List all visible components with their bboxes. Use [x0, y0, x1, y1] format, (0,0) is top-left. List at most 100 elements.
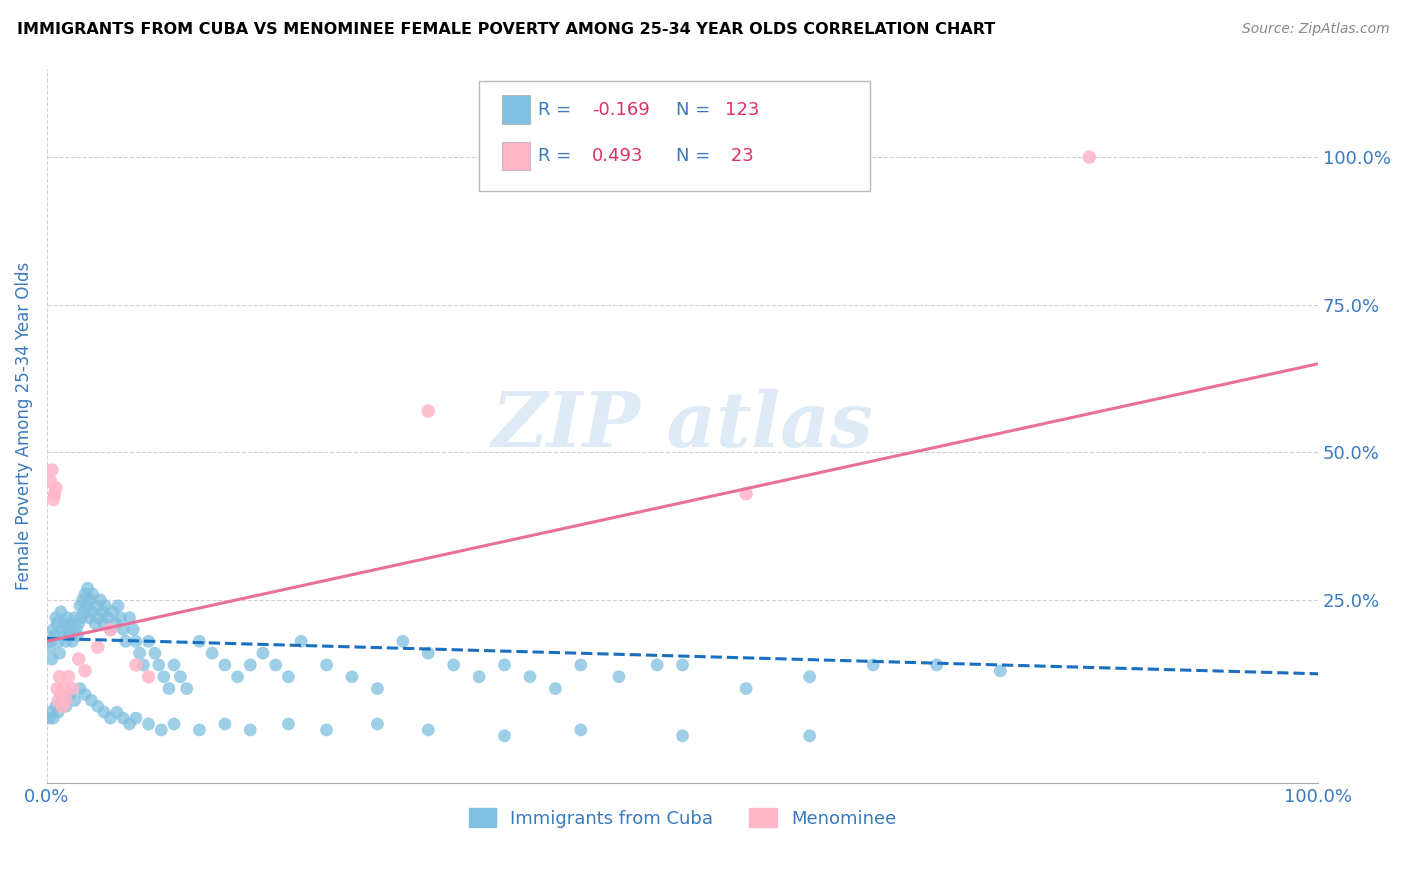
Point: [118, 717, 141, 731]
Point: [110, 610, 132, 624]
Point: [148, 657, 170, 672]
Point: [862, 657, 884, 672]
Point: [59, 688, 82, 702]
Point: [138, 634, 160, 648]
Point: [76, 581, 98, 595]
Point: [67, 652, 90, 666]
Point: [418, 646, 440, 660]
Point: [45, 610, 67, 624]
Point: [86, 599, 108, 613]
Point: [214, 717, 236, 731]
Point: [392, 634, 415, 648]
Point: [569, 723, 592, 737]
Point: [60, 634, 83, 648]
Point: [46, 681, 69, 696]
Point: [63, 610, 86, 624]
Point: [290, 634, 312, 648]
Point: [70, 610, 93, 624]
Point: [45, 699, 67, 714]
Point: [59, 628, 82, 642]
Text: N =: N =: [676, 101, 716, 119]
Point: [55, 699, 77, 714]
Point: [58, 670, 80, 684]
Point: [51, 623, 73, 637]
Point: [39, 475, 62, 489]
Point: [46, 693, 69, 707]
Point: [93, 616, 115, 631]
Point: [65, 623, 87, 637]
Point: [214, 657, 236, 672]
Point: [52, 628, 75, 642]
Point: [44, 628, 66, 642]
Point: [799, 729, 821, 743]
Point: [188, 723, 211, 737]
Point: [58, 623, 80, 637]
Point: [69, 681, 91, 696]
Point: [105, 705, 128, 719]
Point: [277, 717, 299, 731]
Text: R =: R =: [538, 101, 578, 119]
Point: [55, 634, 77, 648]
Point: [239, 657, 262, 672]
Point: [48, 646, 70, 660]
Point: [150, 723, 173, 737]
Point: [44, 486, 66, 500]
Point: [138, 670, 160, 684]
Point: [138, 717, 160, 731]
Point: [93, 705, 115, 719]
Point: [143, 646, 166, 660]
Text: Source: ZipAtlas.com: Source: ZipAtlas.com: [1241, 22, 1389, 37]
Point: [87, 699, 110, 714]
Point: [87, 610, 110, 624]
Point: [118, 610, 141, 624]
Y-axis label: Female Poverty Among 25-34 Year Olds: Female Poverty Among 25-34 Year Olds: [15, 261, 32, 590]
Point: [188, 634, 211, 648]
Point: [125, 657, 148, 672]
Point: [39, 705, 62, 719]
Point: [42, 711, 65, 725]
Point: [87, 640, 110, 655]
Point: [468, 670, 491, 684]
Point: [122, 623, 145, 637]
Point: [366, 681, 388, 696]
Point: [82, 587, 104, 601]
Point: [494, 729, 516, 743]
Point: [56, 610, 79, 624]
Point: [41, 463, 63, 477]
Point: [418, 404, 440, 418]
Point: [157, 681, 180, 696]
Point: [38, 640, 60, 655]
Point: [418, 723, 440, 737]
Point: [69, 599, 91, 613]
Text: 0.493: 0.493: [592, 147, 644, 165]
Point: [60, 681, 83, 696]
Point: [55, 693, 77, 707]
Point: [114, 634, 136, 648]
Point: [366, 717, 388, 731]
Point: [264, 657, 287, 672]
Point: [176, 681, 198, 696]
Point: [67, 616, 90, 631]
Point: [104, 616, 127, 631]
Point: [73, 688, 96, 702]
Point: [252, 646, 274, 660]
Point: [63, 693, 86, 707]
Point: [101, 605, 124, 619]
Point: [73, 587, 96, 601]
Point: [80, 693, 103, 707]
Point: [41, 652, 63, 666]
Point: [94, 599, 117, 613]
Point: [38, 711, 60, 725]
Point: [443, 657, 465, 672]
Text: 123: 123: [725, 101, 759, 119]
Point: [671, 657, 693, 672]
Point: [75, 599, 97, 613]
Point: [925, 657, 948, 672]
Point: [340, 670, 363, 684]
Point: [169, 670, 191, 684]
Point: [42, 492, 65, 507]
Text: ZIP atlas: ZIP atlas: [492, 389, 873, 463]
Point: [544, 681, 567, 696]
Point: [91, 605, 114, 619]
Point: [100, 711, 122, 725]
